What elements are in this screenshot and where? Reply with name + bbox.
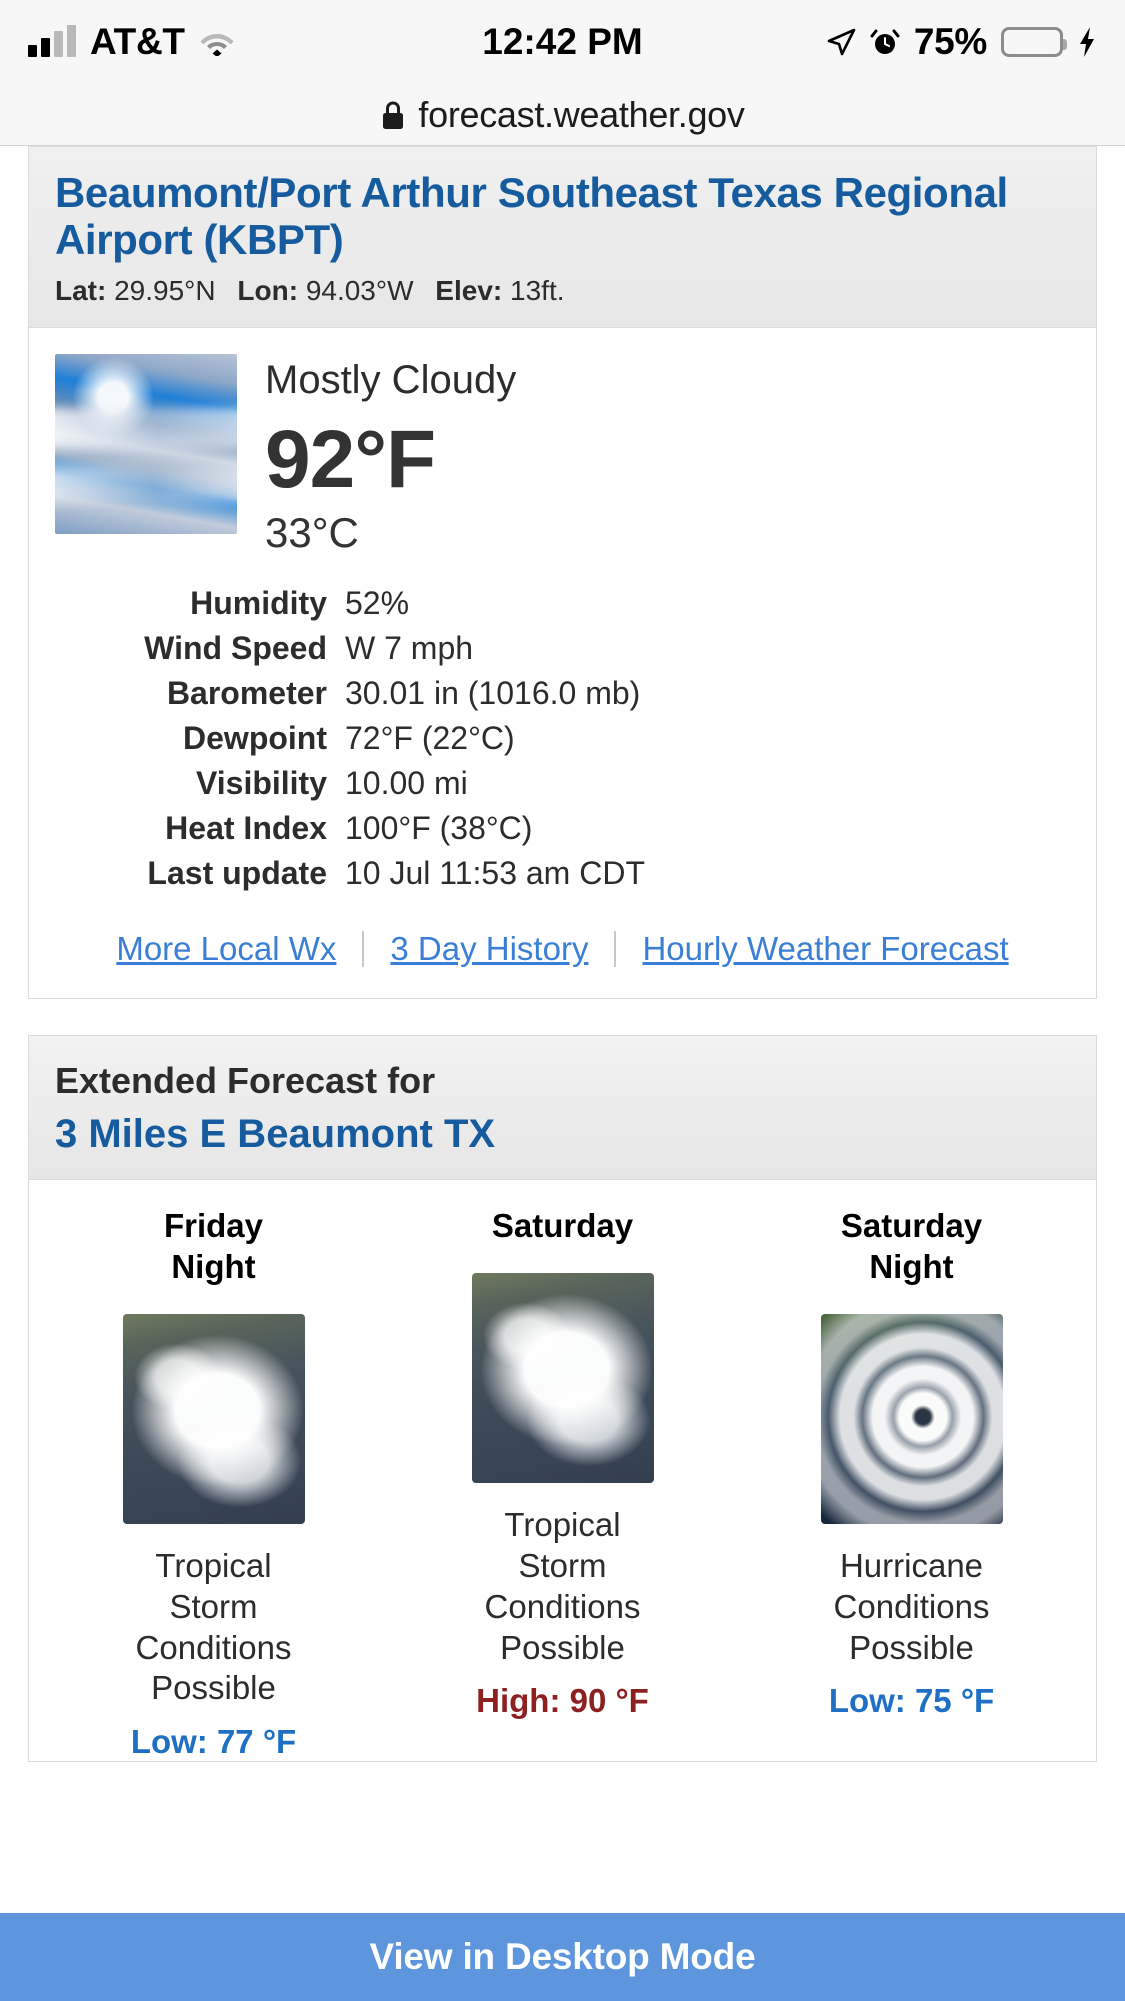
detail-label: Wind Speed [144,629,327,666]
battery-percent-label: 75% [913,21,987,62]
table-row: Humidity 52% [55,581,1070,626]
detail-label: Last update [147,854,327,891]
table-row: Barometer 30.01 in (1016.0 mb) [55,671,1070,716]
detail-value: 10 Jul 11:53 am CDT [345,854,645,891]
wifi-icon [200,34,234,56]
page-content: Beaumont/Port Arthur Southeast Texas Reg… [0,146,1125,2001]
browser-url-bar[interactable]: forecast.weather.gov [0,84,1125,146]
carrier-label: AT&T [90,21,185,62]
forecast-description: Tropical Storm Conditions Possible [484,1505,641,1666]
more-local-wx-link[interactable]: More Local Wx [116,929,337,967]
desktop-mode-label: View in Desktop Mode [369,1936,756,1977]
alarm-clock-icon [870,29,900,54]
current-observation: Mostly Cloudy 92°F 33°C [29,328,1096,557]
view-in-desktop-mode-banner[interactable]: View in Desktop Mode [0,1913,1125,2001]
elev-label: Elev: [435,275,503,307]
forecast-temp: Low: 75 °F [828,1682,995,1720]
forecast-description: Tropical Storm Conditions Possible [135,1546,292,1707]
current-readout: Mostly Cloudy 92°F 33°C [265,354,516,557]
table-row: Last update 10 Jul 11:53 am CDT [55,851,1070,896]
forecast-temp: Low: 77 °F [130,1723,297,1761]
lock-icon [383,101,404,129]
hurricane-satellite-icon [820,1313,1003,1524]
lat-label: Lat: [55,275,107,307]
forecast-temp: High: 90 °F [476,1682,649,1720]
detail-value: 52% [345,584,410,621]
detail-value: 30.01 in (1016.0 mb) [345,674,641,711]
three-day-history-link[interactable]: 3 Day History [390,929,589,967]
status-bar-left: AT&T [28,21,235,63]
extended-forecast-card: Extended Forecast for 3 Miles E Beaumont… [28,1034,1097,1763]
forecast-period[interactable]: Saturday Night Hurricane Conditions Poss… [737,1206,1086,1761]
forecast-period[interactable]: Friday Night Tropical Storm Conditions P… [39,1206,388,1761]
detail-value: 10.00 mi [345,764,468,801]
tropical-storm-satellite-icon [471,1272,654,1483]
local-links: More Local Wx 3 Day History Hourly Weath… [29,896,1096,998]
lat-value: 29.95°N [114,275,216,307]
extended-forecast-title: Extended Forecast for [55,1059,436,1101]
station-coordinates: Lat: 29.95°N Lon: 94.03°W Elev: 13ft. [55,275,1070,307]
extended-forecast-header: Extended Forecast for 3 Miles E Beaumont… [29,1035,1096,1180]
detail-label: Dewpoint [183,719,327,756]
table-row: Visibility 10.00 mi [55,761,1070,806]
extended-forecast-location: 3 Miles E Beaumont TX [55,1111,496,1156]
status-bar: AT&T 12:42 PM 75% [0,0,1125,84]
forecast-periods: Friday Night Tropical Storm Conditions P… [29,1180,1096,1761]
current-temp-c: 33°C [265,508,359,556]
station-name: Beaumont/Port Arthur Southeast Texas Reg… [55,169,1008,264]
mostly-cloudy-icon [55,354,237,535]
current-conditions-table: Humidity 52% Wind Speed W 7 mph Baromete… [55,581,1070,896]
forecast-day-label: Saturday Night [840,1206,983,1285]
detail-label: Heat Index [165,809,327,846]
detail-label: Visibility [195,764,327,801]
forecast-description: Hurricane Conditions Possible [833,1546,990,1666]
forecast-day-label: Saturday [491,1206,634,1244]
forecast-period[interactable]: Saturday Tropical Storm Conditions Possi… [388,1206,737,1761]
detail-value: 72°F (22°C) [345,719,515,756]
table-row: Dewpoint 72°F (22°C) [55,716,1070,761]
link-divider [362,930,365,967]
hourly-weather-forecast-link[interactable]: Hourly Weather Forecast [642,929,1009,967]
elev-value: 13ft. [510,275,565,307]
current-condition-label: Mostly Cloudy [265,358,517,403]
battery-icon [1001,27,1067,57]
location-arrow-icon [827,28,856,56]
clock-label: 12:42 PM [482,21,643,62]
link-divider [614,930,617,967]
signal-bars-icon [28,25,76,57]
current-temp-f: 92°F [265,413,436,505]
lon-label: Lon: [237,275,299,307]
current-conditions-card: Beaumont/Port Arthur Southeast Texas Reg… [28,146,1097,999]
tropical-storm-satellite-icon [122,1313,305,1524]
detail-label: Barometer [166,674,327,711]
forecast-day-label: Friday Night [163,1206,264,1285]
table-row: Wind Speed W 7 mph [55,626,1070,671]
lightning-bolt-icon [1080,27,1094,57]
detail-value: W 7 mph [345,629,474,666]
detail-label: Humidity [190,584,327,621]
table-row: Heat Index 100°F (38°C) [55,806,1070,851]
url-text: forecast.weather.gov [418,93,745,135]
status-bar-right: 75% [826,21,1097,63]
detail-value: 100°F (38°C) [345,809,533,846]
lon-value: 94.03°W [305,275,414,307]
station-header: Beaumont/Port Arthur Southeast Texas Reg… [29,147,1096,329]
